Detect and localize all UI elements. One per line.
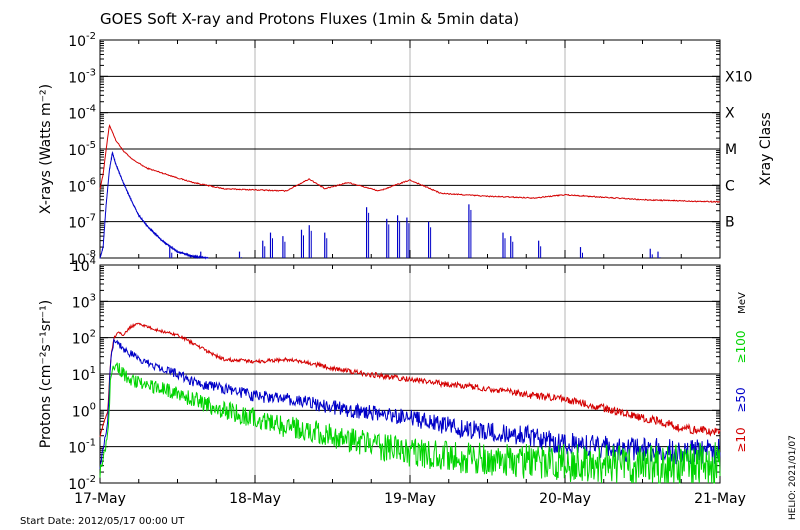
y-tick-exponent: -8 (86, 249, 96, 260)
start-date-label: Start Date: 2012/05/17 00:00 UT (20, 516, 185, 527)
xray-y-tick-labels: 10-210-310-410-510-610-710-8 (68, 31, 96, 268)
y-tick-label: 103 (72, 292, 96, 311)
proton-legend-0: ≥10 (734, 427, 748, 452)
x-tick-label: 18-May (229, 491, 281, 507)
xray-series-group (99, 123, 721, 260)
y-tick-base: 10 (68, 34, 86, 50)
y-tick-base: 10 (68, 107, 86, 123)
proton-mev-label: MeV (737, 292, 748, 314)
y-tick-base: 10 (68, 477, 86, 493)
xray-y-axis-label: X-rays (Watts m⁻²) (38, 84, 54, 214)
xray-class-label: X10 (725, 69, 752, 85)
xray-class-label: M (725, 142, 737, 158)
y-tick-base: 10 (72, 368, 90, 384)
y-tick-label: 10-7 (68, 213, 96, 232)
y-tick-label: 10-5 (68, 140, 96, 159)
y-tick-label: 10-1 (68, 438, 96, 457)
y-tick-exponent: 2 (90, 329, 96, 340)
y-tick-exponent: -6 (86, 176, 96, 187)
y-tick-base: 10 (72, 404, 90, 420)
y-tick-exponent: 0 (90, 401, 96, 412)
xray-class-axis-label: Xray Class (758, 112, 774, 186)
y-tick-exponent: -2 (86, 474, 96, 485)
y-tick-base: 10 (68, 70, 86, 86)
y-tick-base: 10 (72, 332, 90, 348)
x-tick-label: 21-May (694, 491, 746, 507)
proton-y-axis-label: Protons (cm⁻²s⁻¹sr⁻¹) (38, 300, 54, 449)
y-tick-base: 10 (68, 252, 86, 268)
series-line-proton-2 (99, 362, 721, 484)
y-tick-base: 10 (68, 216, 86, 232)
y-tick-label: 100 (72, 401, 96, 420)
y-tick-label: 10-6 (68, 176, 96, 195)
y-tick-label: 10-8 (68, 249, 96, 268)
y-tick-label: 10-3 (68, 67, 96, 86)
series-line-xray-1 (99, 151, 209, 260)
y-tick-label: 10-2 (68, 31, 96, 50)
y-tick-exponent: -2 (86, 31, 96, 42)
y-tick-label: 10-2 (68, 474, 96, 493)
xray-y-axis-label-text: X-rays (Watts m⁻²) (38, 84, 54, 214)
y-tick-base: 10 (72, 295, 90, 311)
y-tick-exponent: -7 (86, 213, 96, 224)
y-tick-base: 10 (68, 441, 86, 457)
y-tick-base: 10 (68, 143, 86, 159)
y-tick-base: 10 (68, 179, 86, 195)
chart-title: GOES Soft X-ray and Protons Fluxes (1min… (100, 10, 519, 28)
y-tick-exponent: -4 (86, 104, 96, 115)
y-tick-exponent: -5 (86, 140, 96, 151)
y-tick-exponent: 1 (90, 365, 96, 376)
series-line-proton-0 (99, 322, 721, 437)
xray-grid (99, 39, 721, 259)
x-tick-label: 17-May (74, 491, 126, 507)
y-tick-label: 101 (72, 365, 96, 384)
xray-class-label: B (725, 215, 735, 231)
series-line-xray-0 (99, 123, 721, 204)
y-tick-base: 10 (72, 259, 90, 275)
x-axis-tick-labels: 17-May 18-May 19-May 20-May 21-May (74, 491, 746, 507)
proton-legend-1: ≥50 (734, 387, 748, 412)
x-tick-label: 20-May (539, 491, 591, 507)
y-tick-exponent: 3 (90, 292, 96, 303)
y-tick-label: 102 (72, 329, 96, 348)
xray-class-labels: X10 X M C B (725, 69, 752, 230)
proton-legend-2: ≥100 (734, 331, 748, 364)
x-tick-label: 19-May (384, 491, 436, 507)
y-tick-exponent: -3 (86, 67, 96, 78)
proton-series-group (99, 322, 721, 484)
y-tick-exponent: 4 (90, 256, 96, 267)
y-tick-label: 10-4 (68, 104, 96, 123)
xray-class-label: C (725, 178, 735, 194)
proton-energy-legend: ≥10 ≥50 ≥100 (734, 331, 748, 453)
y-tick-label: 104 (72, 256, 96, 275)
xray-class-label: X (725, 106, 735, 122)
helio-credit-label: HELIO: 2021/01/07 (788, 435, 798, 520)
series-line-proton-1 (99, 337, 721, 470)
y-tick-exponent: -1 (86, 438, 96, 449)
